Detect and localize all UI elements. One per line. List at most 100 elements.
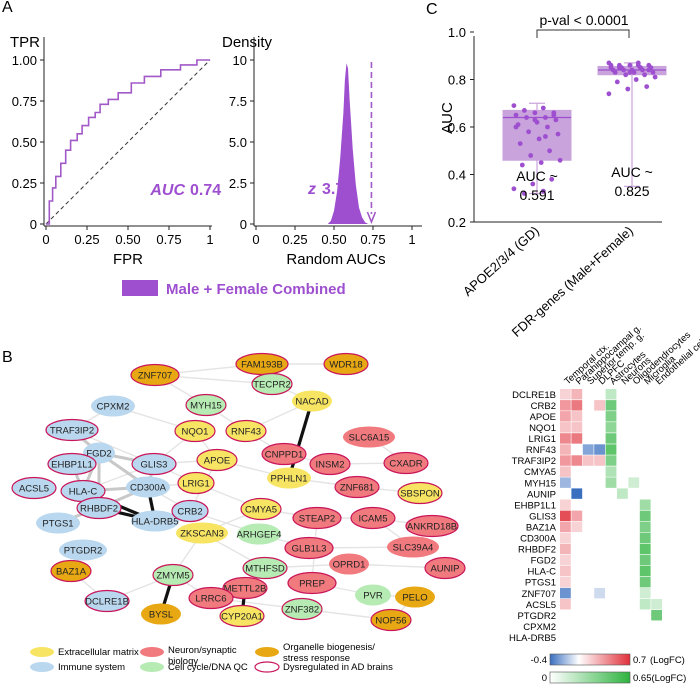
box-data-point xyxy=(617,65,622,70)
legend-label: Dysregulated in AD brains xyxy=(283,662,393,673)
network-node: SLC6A15 xyxy=(343,426,395,448)
roc-x-tick-label: 0.75 xyxy=(156,232,181,247)
density-x-tick-label: 0.50 xyxy=(321,232,346,247)
node-label: HLA-DRB5 xyxy=(132,517,179,528)
node-label: PELO xyxy=(402,593,427,604)
node-shape xyxy=(237,523,281,545)
node-label: PPHLN1 xyxy=(271,474,308,485)
heatmap-cell xyxy=(639,565,651,577)
heatmap-row-label: PTGDR2 xyxy=(517,611,556,622)
box-data-point xyxy=(614,79,620,85)
network-node: NACAD xyxy=(292,390,332,412)
node-label: TECPR2 xyxy=(253,380,290,391)
network-node: NQO1 xyxy=(174,419,216,443)
heatmap-cell xyxy=(605,433,617,444)
node-label: TRAF3IP2 xyxy=(50,426,94,437)
node-shape xyxy=(292,506,342,530)
box-data-point xyxy=(532,117,538,123)
node-shape xyxy=(130,363,180,387)
roc-y-tick-label: 1.00 xyxy=(12,53,37,68)
node-shape xyxy=(171,499,209,523)
box1-auc-value: 0.591 xyxy=(519,187,554,203)
node-label: ZNF382 xyxy=(285,605,319,616)
heatmap-row-label: APOE xyxy=(530,412,556,423)
heatmap-cell xyxy=(605,400,617,411)
node-label: ZKSCAN3 xyxy=(180,529,224,540)
heatmap-cell xyxy=(582,444,594,455)
node-label: CRB2 xyxy=(177,507,202,518)
node-shape xyxy=(174,419,216,443)
node-shape xyxy=(131,510,179,532)
network-node: METTL2B xyxy=(222,576,268,600)
box-data-point xyxy=(627,70,633,75)
node-shape xyxy=(329,553,369,575)
scale2-min: 0 xyxy=(542,673,547,684)
network-node: SBSPON xyxy=(397,481,443,505)
node-label: LRRC6 xyxy=(195,594,226,605)
box-data-point xyxy=(513,112,519,118)
network-node: WDR18 xyxy=(323,352,369,376)
heatmap-cell xyxy=(605,411,617,422)
node-label: CD300A xyxy=(130,483,167,494)
heatmap-cell xyxy=(628,477,640,488)
heatmap-cell xyxy=(571,521,583,533)
heatmap-row-label: CMYA5 xyxy=(524,467,556,478)
gene-network: ZNF707 FAM193B WDR18 TECPR2 CPXM2 MYH15 NACAD T… xyxy=(11,352,466,632)
heatmap-cell xyxy=(571,455,583,466)
network-node: DCLRE1B xyxy=(84,589,130,613)
legend-label: biology xyxy=(168,656,198,667)
box-data-point xyxy=(549,176,555,182)
legend-swatch xyxy=(140,647,164,657)
legend-label: Cell cycle/DNA QC xyxy=(168,662,248,673)
node-label: RHBDF2 xyxy=(80,504,118,515)
heatmap-cell xyxy=(560,499,571,510)
box-data-point xyxy=(540,105,546,111)
heatmap-cell xyxy=(594,587,605,599)
roc-curve xyxy=(46,59,210,225)
box-data-point xyxy=(532,110,538,116)
node-label: OPRD1 xyxy=(333,560,366,571)
box-data-point xyxy=(608,62,614,68)
heatmap-cell xyxy=(560,433,571,444)
heatmap-cell xyxy=(639,587,651,599)
node-shape xyxy=(370,608,412,632)
node-label: METTL2B xyxy=(224,584,267,595)
box-data-point xyxy=(519,162,525,168)
density-y-tick-label: 5.0 xyxy=(229,135,247,150)
heatmap-cell xyxy=(639,554,651,566)
node-shape xyxy=(50,559,92,583)
node-label: ACSL5 xyxy=(19,484,49,495)
heatmap-cell xyxy=(560,521,571,533)
box-data-point xyxy=(522,191,527,196)
significance-bracket xyxy=(536,29,630,38)
network-node: HLA-DRB5 xyxy=(131,510,179,532)
scale1-max: 0.7 xyxy=(633,655,646,666)
roc-diagonal xyxy=(45,59,211,225)
box2-auc-value: 0.825 xyxy=(614,183,649,199)
heatmap-cell xyxy=(560,554,571,566)
node-shape xyxy=(383,451,429,475)
significance-label: p-val < 0.0001 xyxy=(539,12,628,28)
legend-label: Immune system xyxy=(58,662,125,673)
box-data-point xyxy=(536,136,542,142)
heatmap-row-label: MYH15 xyxy=(524,478,556,489)
legend-a-label: Male + Female Combined xyxy=(166,281,346,298)
node-shape xyxy=(424,556,466,580)
node-shape xyxy=(196,448,238,472)
density-x-tick-label: 0.75 xyxy=(360,232,385,247)
box-data-point xyxy=(606,91,612,97)
node-shape xyxy=(131,452,177,476)
node-shape xyxy=(334,475,380,499)
network-node: LRIG1 xyxy=(177,471,215,495)
node-shape xyxy=(251,372,293,396)
node-shape xyxy=(188,586,234,610)
box-data-point xyxy=(511,103,517,108)
node-label: GLB1L3 xyxy=(292,544,327,555)
node-label: CPXM2 xyxy=(97,402,130,413)
heatmap-row-label: NQO1 xyxy=(529,423,556,434)
roc-x-tick-label: 0.25 xyxy=(74,232,99,247)
heatmap-cell xyxy=(605,389,617,400)
network-node: ZNF707 xyxy=(130,363,180,387)
heatmap-cell xyxy=(639,576,651,588)
box-data-point xyxy=(633,77,639,82)
